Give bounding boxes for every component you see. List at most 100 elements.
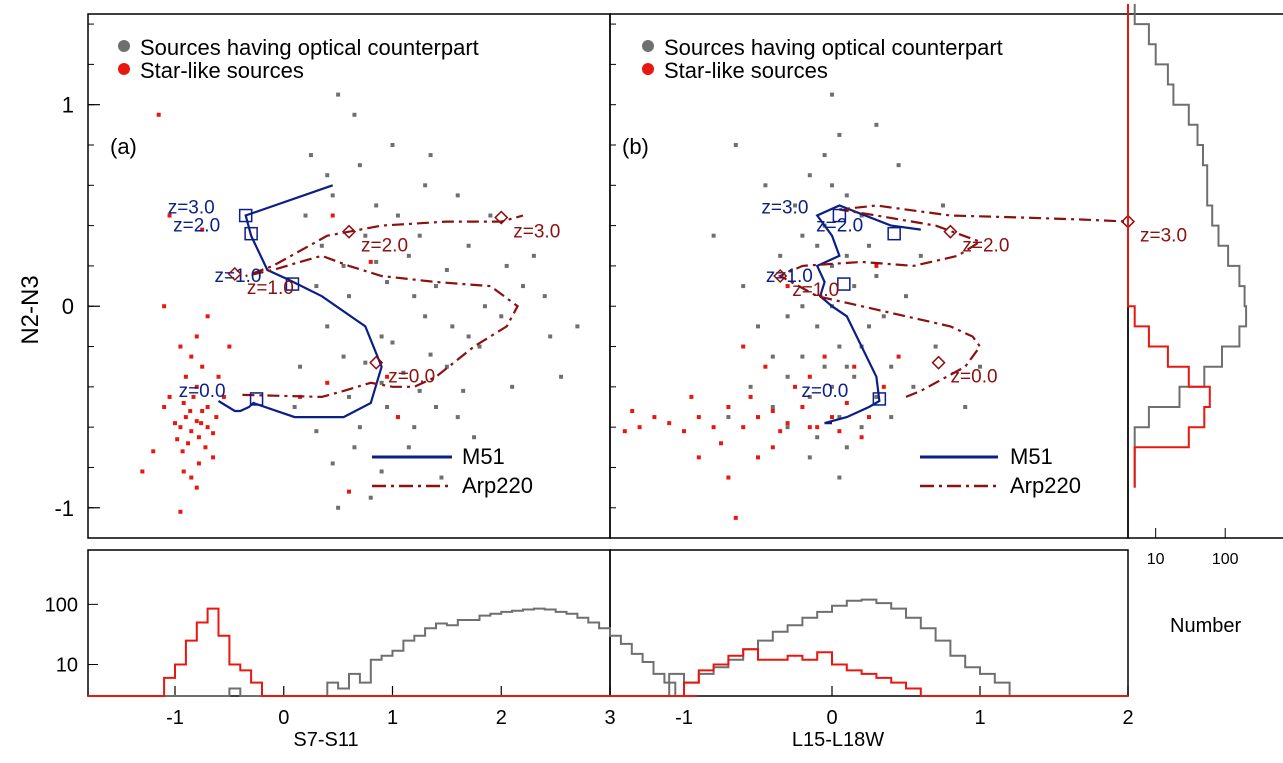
redshift-label: z=2.0 bbox=[173, 216, 220, 237]
scatter-point bbox=[180, 449, 185, 454]
scatter-point bbox=[455, 193, 460, 198]
m51-redshift-marker bbox=[244, 226, 258, 241]
m51-redshift-marker bbox=[872, 392, 887, 406]
scatter-point bbox=[352, 112, 357, 117]
panel-label-a: (a) bbox=[110, 134, 137, 159]
histogram-red bbox=[610, 648, 1128, 697]
scatter-point bbox=[800, 405, 805, 409]
scatter-point bbox=[196, 461, 201, 466]
scatter-point bbox=[867, 415, 871, 420]
scatter-point bbox=[325, 324, 330, 329]
scatter-point bbox=[186, 441, 191, 446]
y-tick-label: -1 bbox=[54, 496, 74, 521]
scatter-point bbox=[874, 274, 879, 278]
scatter-point bbox=[434, 284, 438, 289]
scatter-point bbox=[181, 400, 186, 405]
x-tick-label: 2 bbox=[496, 707, 507, 729]
scatter-point bbox=[504, 263, 509, 268]
scatter-point bbox=[733, 515, 738, 520]
scatter-point bbox=[221, 394, 226, 399]
scatter-point bbox=[194, 334, 199, 339]
scatter-point bbox=[859, 425, 864, 430]
scatter-point bbox=[314, 429, 319, 434]
scatter-point bbox=[390, 340, 395, 345]
x-tick-label: -1 bbox=[675, 707, 693, 729]
redshift-label: z=0.0 bbox=[388, 367, 435, 388]
scatter-point bbox=[830, 263, 834, 268]
scatter-point bbox=[800, 233, 805, 238]
scatter-point bbox=[292, 405, 297, 409]
scatter-point bbox=[428, 153, 433, 158]
redshift-label: z=2.0 bbox=[816, 216, 863, 237]
scatter-point bbox=[167, 394, 172, 399]
scatter-point bbox=[933, 344, 938, 349]
scatter-point bbox=[575, 324, 580, 329]
scatter-point bbox=[314, 284, 319, 289]
scatter-point bbox=[815, 435, 820, 440]
scatter-point bbox=[770, 445, 775, 450]
scatter-point bbox=[200, 364, 205, 369]
legend-starlike-dot-b bbox=[642, 63, 654, 75]
scatter-point bbox=[778, 253, 783, 258]
hist-b-frame bbox=[609, 549, 1129, 697]
scatter-point bbox=[196, 435, 201, 440]
scatter-point bbox=[881, 384, 886, 389]
scatter-point bbox=[785, 284, 790, 289]
x-tick-label: 3 bbox=[604, 707, 615, 729]
scatter-point bbox=[439, 475, 444, 480]
scatter-point bbox=[189, 475, 194, 480]
scatter-point bbox=[183, 415, 188, 420]
scatter-point bbox=[941, 203, 945, 208]
scatter-point bbox=[748, 384, 753, 389]
scatter-point bbox=[859, 213, 864, 218]
scatter-point bbox=[637, 425, 642, 430]
scatter-point bbox=[733, 143, 738, 147]
scatter-point bbox=[205, 425, 210, 430]
scatter-point bbox=[807, 173, 812, 178]
y-axis-label: N2-N3 bbox=[17, 275, 44, 344]
scatter-point bbox=[401, 370, 406, 375]
scatter-point bbox=[347, 294, 351, 299]
scatter-point bbox=[756, 455, 760, 460]
arp220-redshift-marker bbox=[341, 224, 357, 239]
scatter-point bbox=[521, 284, 525, 289]
scatter-point bbox=[978, 364, 982, 369]
scatter-point bbox=[815, 243, 820, 248]
y-tick-label: 1 bbox=[62, 93, 74, 118]
x-tick-label: 100 bbox=[1212, 551, 1239, 568]
scatter-point bbox=[807, 394, 812, 399]
scatter-point bbox=[548, 334, 553, 339]
scatter-point bbox=[499, 314, 504, 319]
scatter-point bbox=[455, 415, 460, 420]
scatter-point bbox=[417, 388, 422, 393]
scatter-point bbox=[800, 354, 805, 359]
scatter-point bbox=[156, 112, 161, 117]
scatter-point bbox=[711, 425, 716, 430]
scatter-point bbox=[830, 384, 834, 389]
redshift-label: z=2.0 bbox=[962, 236, 1009, 257]
panel-a-frame bbox=[87, 13, 611, 539]
scatter-point bbox=[162, 405, 167, 409]
scatter-point bbox=[188, 409, 193, 414]
scatter-point bbox=[379, 469, 384, 474]
scatter-point bbox=[385, 280, 390, 285]
scatter-point bbox=[763, 183, 768, 188]
scatter-point bbox=[830, 183, 834, 188]
scatter-point bbox=[770, 409, 775, 414]
scatter-point bbox=[461, 388, 466, 393]
scatter-point bbox=[793, 384, 797, 389]
scatter-point bbox=[785, 421, 790, 426]
scatter-point bbox=[363, 360, 368, 365]
scatter-point bbox=[175, 437, 180, 442]
scatter-point bbox=[390, 143, 395, 147]
scatter-point bbox=[874, 122, 879, 127]
scatter-point bbox=[756, 324, 760, 329]
scatter-point bbox=[800, 304, 805, 309]
redshift-label: z=0.0 bbox=[179, 381, 226, 402]
scatter-point bbox=[368, 259, 373, 264]
scatter-point bbox=[859, 435, 864, 440]
scatter-point bbox=[689, 394, 694, 399]
legend-optical-label-b: Sources having optical counterpart bbox=[664, 35, 1003, 60]
scatter-point bbox=[867, 243, 871, 248]
scatter-point bbox=[325, 173, 330, 178]
